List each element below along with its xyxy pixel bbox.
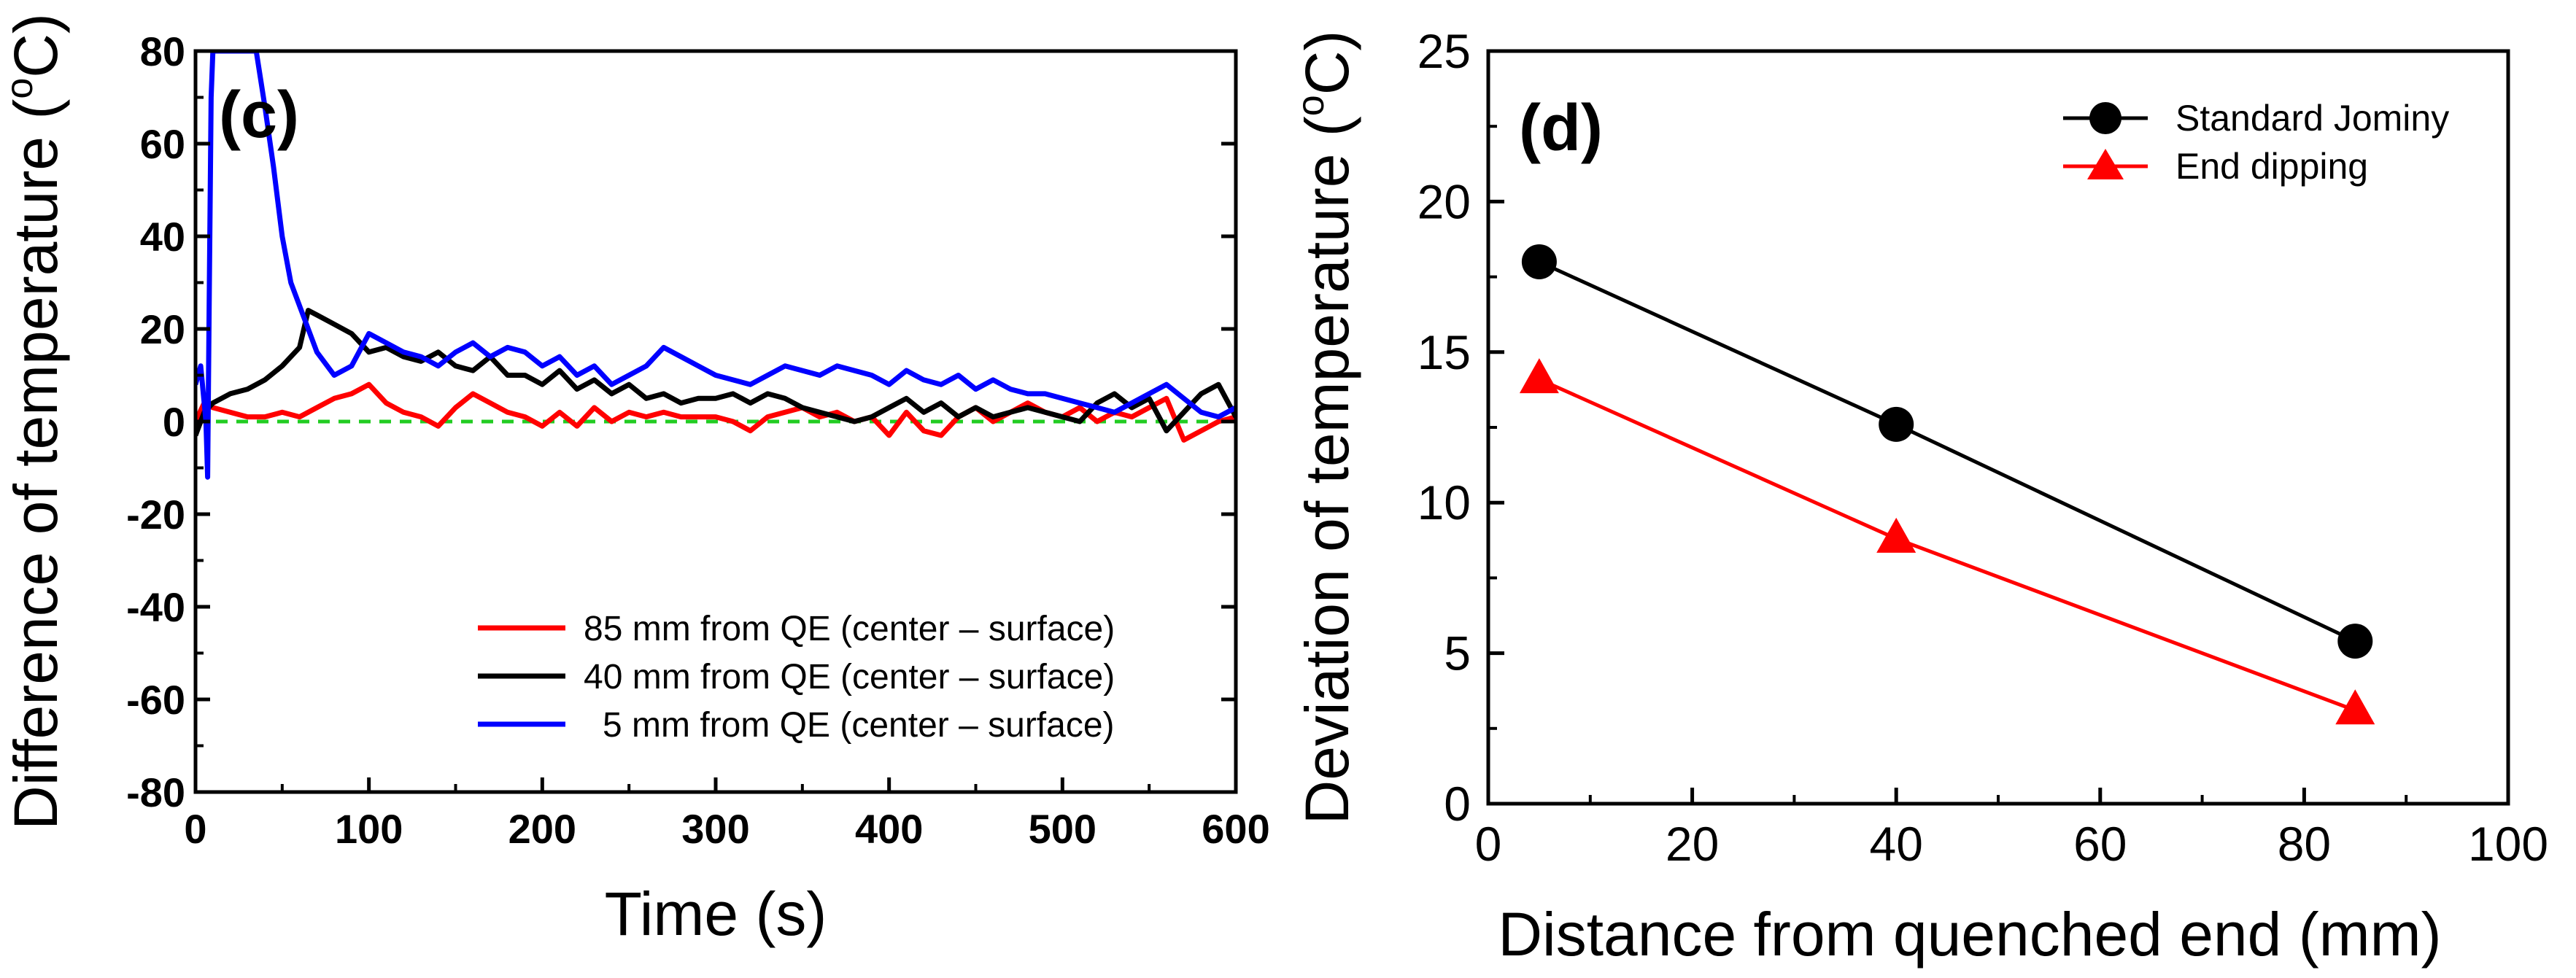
legend-label-c-5mm: 5 mm from QE (center – surface) xyxy=(603,706,1115,745)
y-axis-close-paren-d: ) xyxy=(1293,31,1361,51)
y-tick-label-d-10: 10 xyxy=(1417,476,1471,529)
y-tick-label-c-20: -20 xyxy=(126,492,185,537)
point-standard-jominy-5mm xyxy=(1521,244,1557,279)
y-tick-label-d-5: 5 xyxy=(1444,626,1471,680)
y-tick-label-c-60: 60 xyxy=(140,121,185,167)
x-tick-label-c-100: 100 xyxy=(335,806,403,852)
y-tick-label-d-25: 25 xyxy=(1417,24,1471,78)
legend-marker-d-standard xyxy=(2089,102,2121,134)
y-axis-close-paren-c: ) xyxy=(1,13,70,34)
legend-label-d-standard: Standard Jominy xyxy=(2175,98,2449,139)
series-85mm-line xyxy=(196,381,1236,443)
series-end-dipping-line xyxy=(1538,377,2356,713)
x-tick-label-c-500: 500 xyxy=(1029,806,1096,852)
y-tick-label-c-0: 0 xyxy=(163,399,185,445)
y-tick-label-d-0: 0 xyxy=(1444,777,1471,831)
y-axis-title-d: Deviation of temperature (oC) xyxy=(1290,31,1361,825)
point-standard-jominy-40mm xyxy=(1879,406,1914,442)
y-axis-unit-letter-d: C xyxy=(1293,51,1361,96)
legend-label-d-dipping: End dipping xyxy=(2175,146,2368,187)
x-tick-label-d-100: 100 xyxy=(2468,817,2548,871)
legend-label-c-85mm: 85 mm from QE (center – surface) xyxy=(584,610,1115,648)
legend-label-c-40mm: 40 mm from QE (center – surface) xyxy=(584,658,1115,696)
x-tick-label-d-20: 20 xyxy=(1666,817,1719,871)
panel-label-d: (d) xyxy=(1519,92,1603,165)
legend-d: Standard Jominy End dipping xyxy=(2063,98,2449,187)
y-axis-unit-letter-c: C xyxy=(1,34,70,78)
y-tick-label-c-40: 40 xyxy=(140,214,185,260)
point-end-dipping-40mm xyxy=(1876,517,1916,553)
y-tick-label-c-40: -40 xyxy=(126,584,185,630)
point-standard-jominy-85mm xyxy=(2337,624,2373,659)
y-axis-unit-degree-c: o xyxy=(0,78,41,99)
panel-label-c: (c) xyxy=(219,79,299,152)
point-end-dipping-5mm xyxy=(1519,358,1559,394)
y-axis-title-d-text: Deviation of temperature ( xyxy=(1293,116,1361,824)
y-tick-label-d-15: 15 xyxy=(1417,325,1471,379)
x-axis-title-c: Time (s) xyxy=(605,880,827,948)
x-tick-label-c-600: 600 xyxy=(1202,806,1269,852)
series-5mm-line xyxy=(196,51,1236,480)
x-tick-label-d-0: 0 xyxy=(1475,817,1502,871)
x-tick-label-d-80: 80 xyxy=(2278,817,2331,871)
y-tick-label-c-80: 80 xyxy=(140,28,185,74)
legend-marker-d-dipping xyxy=(2087,149,2124,179)
y-axis-unit-degree-d: o xyxy=(1290,95,1332,116)
legend-c: 85 mm from QE (center – surface) 40 mm f… xyxy=(478,610,1115,745)
y-axis-title-c-text: Difference of temperature ( xyxy=(1,99,70,830)
series-40mm-line xyxy=(196,308,1236,437)
y-tick-label-c-20: 20 xyxy=(140,306,185,352)
x-tick-label-c-400: 400 xyxy=(855,806,923,852)
x-tick-label-c-0: 0 xyxy=(184,806,206,852)
panel-d: 0 5 10 15 20 25 0 20 40 60 80 100 Deviation of temp… xyxy=(1290,24,2548,969)
y-tick-label-d-20: 20 xyxy=(1417,174,1471,228)
y-tick-label-c-80: -80 xyxy=(126,769,185,815)
y-tick-label-c-60: -60 xyxy=(126,677,185,723)
x-tick-label-c-300: 300 xyxy=(681,806,749,852)
y-axis-title-c: Difference of temperature (oC) xyxy=(0,13,70,830)
x-tick-label-d-60: 60 xyxy=(2073,817,2127,871)
x-axis-title-d: Distance from quenched end (mm) xyxy=(1498,900,2441,969)
x-tick-label-d-40: 40 xyxy=(1869,817,1922,871)
x-tick-label-c-200: 200 xyxy=(508,806,576,852)
point-end-dipping-85mm xyxy=(2335,689,2375,725)
series-standard-jominy-line xyxy=(1538,260,2356,643)
